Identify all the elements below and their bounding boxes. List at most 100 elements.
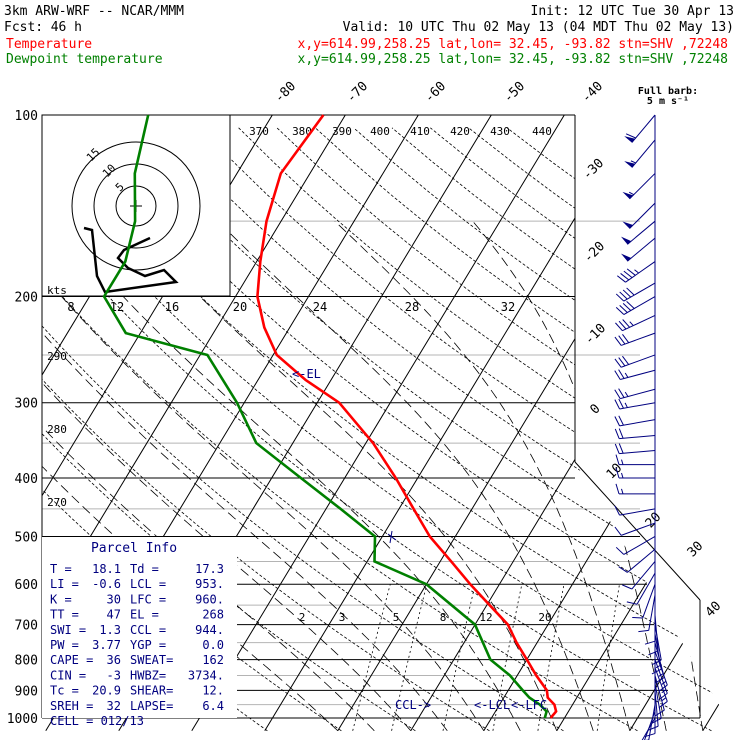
pressure-axis: 100 200 300 400 500 600 700 800 900 1000 <box>7 109 38 727</box>
level-annotations: <-EL CCL-> <-LCL <-LFC <box>292 367 547 712</box>
dry-adiabat <box>123 127 740 732</box>
wind-barb-full <box>626 287 635 296</box>
moist-adiabat <box>42 220 448 732</box>
wind-barb-staff <box>619 449 656 455</box>
parcel-value: 162 <box>202 653 224 667</box>
dry-adiabat <box>238 127 740 732</box>
theta-label: 400 <box>370 125 390 138</box>
wind-barb-half <box>624 391 629 397</box>
isotherm <box>42 115 363 732</box>
wind-barb-half <box>628 191 635 196</box>
temperature-profile <box>256 114 558 719</box>
theta-label: 270 <box>47 496 67 509</box>
forecast-hour: 46 h <box>51 20 82 35</box>
level-annotation: <-LFC <box>511 698 547 712</box>
wind-barb-full <box>623 270 633 279</box>
mixing-ratio-label: 3 <box>339 611 346 624</box>
wind-barb-full <box>622 334 630 343</box>
wind-barb-pennant <box>622 221 634 229</box>
mixing-ratio-line <box>442 584 476 731</box>
isotherm <box>337 115 728 732</box>
wind-legend-line2: 5 m s⁻¹ <box>647 96 689 107</box>
isotherm <box>629 115 740 732</box>
wind-barb-full <box>618 335 626 345</box>
parcel-value: 47 <box>107 608 121 622</box>
wind-barb-full <box>622 289 632 298</box>
dry-adiabat <box>42 127 490 732</box>
isotherm-label: -80 <box>272 79 299 106</box>
parcel-value: 36 <box>107 653 121 667</box>
pressure-label: 1000 <box>7 712 38 727</box>
parcel-label: T = <box>50 562 72 576</box>
parcel-label: LCL = <box>130 577 166 591</box>
wind-barb-staff <box>636 572 656 605</box>
parcel-value: -3 <box>107 668 121 682</box>
isotherm-label: -50 <box>501 79 528 106</box>
theta-label: 410 <box>410 125 430 138</box>
wind-barb-full <box>614 389 621 399</box>
hodograph-ring <box>71 141 201 271</box>
wind-barb-half <box>624 402 628 408</box>
moist-adiabat <box>472 220 667 731</box>
parcel-label: EL = <box>130 608 159 622</box>
isotherm-label: 40 <box>703 599 725 621</box>
wind-barb-half <box>621 488 624 495</box>
mixing-ratio-label: 5 <box>393 611 400 624</box>
dewpoint-location: x,y=614.99,258.25 lat,lon= 32.45, -93.82… <box>298 52 728 67</box>
isotherm-label: 0 <box>587 401 603 417</box>
parcel-value: 17.3 <box>195 562 224 576</box>
theta-labels: 370 380 390 400 410 420 430 440 290 280 270 <box>47 125 552 509</box>
isotherm-label: -30 <box>580 156 607 183</box>
wind-barb-half <box>634 269 639 274</box>
pressure-label: 100 <box>15 109 38 124</box>
parcel-label: CAPE = <box>50 653 93 667</box>
wind-barbs <box>614 114 668 740</box>
parcel-label: PW = <box>50 638 79 652</box>
wind-barb-staff <box>654 682 662 719</box>
theta-label: 370 <box>249 125 269 138</box>
wind-barb-half <box>661 697 667 702</box>
parcel-value: 0.0 <box>202 638 224 652</box>
wind-barb-full <box>614 358 622 368</box>
moist-adiabat <box>334 220 631 731</box>
wind-barb-staff <box>654 690 659 727</box>
wind-barb-full <box>614 336 622 346</box>
theta-label: 440 <box>532 125 552 138</box>
wind-barb-full <box>622 302 632 311</box>
theta-label: 430 <box>490 125 510 138</box>
isotherm-label: -60 <box>422 79 449 106</box>
wind-barb-full <box>632 616 643 619</box>
isotherm-label: 20 <box>643 510 665 532</box>
theta-label: 380 <box>292 125 312 138</box>
dry-adiabat <box>391 127 740 732</box>
wind-barb-pennant <box>620 253 632 262</box>
wind-barb-full <box>644 640 656 645</box>
wind-barb-full <box>614 443 620 454</box>
wind-barb-staff <box>627 237 656 262</box>
model-title: 3km ARW-WRF -- NCAR/MMM <box>4 4 184 19</box>
theta-label: 290 <box>47 350 67 363</box>
wind-barb-staff <box>625 261 656 283</box>
temperature-legend: Temperature <box>6 37 92 52</box>
isotherm <box>191 115 582 732</box>
wind-barb-staff <box>642 584 656 619</box>
wind-barb-full <box>619 291 628 300</box>
level-annotation: <-LCL <box>474 698 510 712</box>
wind-barb-full <box>615 546 625 555</box>
temperature-location: x,y=614.99,258.25 lat,lon= 32.45, -93.82… <box>298 37 728 52</box>
wind-barb-full <box>626 300 635 309</box>
wind-barb-staff <box>621 332 656 346</box>
wind-barb-full <box>615 483 620 495</box>
parcel-value: 12. <box>202 684 224 698</box>
dry-adiabat <box>276 127 740 732</box>
parcel-value: 18.1 <box>92 562 121 576</box>
wind-barb-full <box>618 398 624 409</box>
parcel-value: 1.3 <box>99 623 121 637</box>
wind-barb-full <box>618 428 624 439</box>
wind-barb-full <box>615 322 623 332</box>
wind-barb-full <box>658 684 668 692</box>
isotherm-label: -10 <box>582 321 609 348</box>
wind-barb-full <box>618 388 625 398</box>
moist-adiabat <box>42 220 485 732</box>
wind-barb-staff <box>619 508 656 516</box>
